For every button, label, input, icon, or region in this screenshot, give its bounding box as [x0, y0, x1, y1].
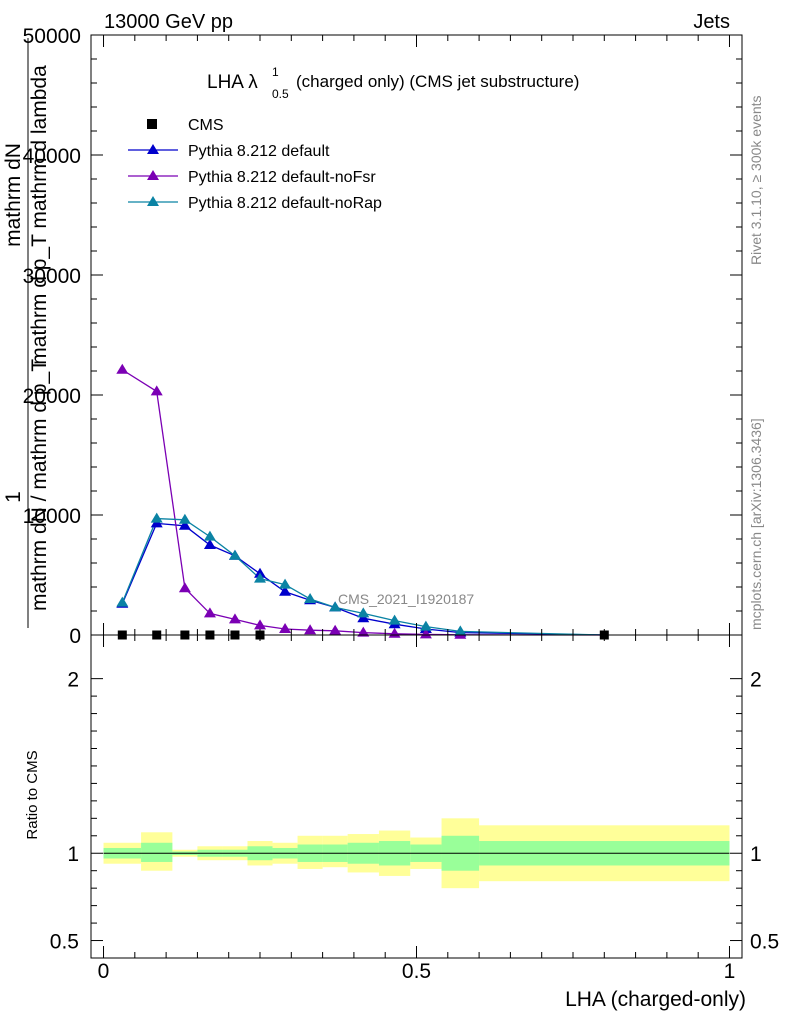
legend-cms-marker [147, 119, 157, 129]
main-ytick-label: 40000 [23, 145, 81, 168]
legend-cms-label: CMS [188, 117, 224, 134]
point-noRap [116, 596, 129, 607]
plot-title-main: LHA λ [207, 72, 258, 93]
main-panel: 0 10000 20000 30000 40000 50000 LHA λ 1 0.5 (… [2, 25, 743, 648]
point-noFsr [329, 624, 342, 635]
ratio-ytick-label: 1 [67, 843, 79, 866]
ylabel-numer: mathrm dN [2, 143, 25, 247]
ylabel-denom: mathrm d p_T mathrm d lambda [28, 65, 51, 365]
point-noFsr [388, 627, 401, 638]
legend-default-marker [147, 144, 159, 154]
x-axis-label: LHA (charged-only) [565, 988, 746, 1011]
point-default [279, 585, 292, 596]
ratio-ytick-label-right: 1 [750, 843, 762, 866]
point-noRap [304, 593, 317, 603]
point-noRap [419, 620, 432, 631]
plot-title-suffix: (charged only) (CMS jet substructure) [296, 72, 579, 91]
legend-norap-label: Pythia 8.212 default-noRap [188, 195, 382, 212]
ratio-ylabel: Ratio to CMS [24, 750, 41, 839]
point-noFsr [178, 582, 191, 593]
point-noRap [178, 513, 191, 524]
x-tick-label: 0.5 [402, 960, 431, 983]
legend-nofsr-marker [147, 170, 159, 180]
point-noFsr [304, 624, 317, 635]
mcplots-label: mcplots.cern.ch [arXiv:1306.3436] [748, 418, 764, 630]
x-tick-label: 1 [724, 960, 736, 983]
plot-title-sub: 0.5 [272, 87, 289, 101]
ylabel-prefix-numer: 1 [2, 491, 25, 503]
ratio-ticks: 0.5 0.5 1 1 2 2 0 0.5 1 [50, 635, 779, 983]
main-ylabel: 1 mathrm dN mathrm dN / mathrm d p_T mat… [2, 38, 51, 628]
point-noFsr [279, 623, 292, 633]
point-noFsr [254, 619, 267, 630]
point-default [178, 519, 191, 530]
main-ytick-label: 20000 [23, 385, 81, 408]
point-noFsr [228, 613, 241, 624]
ratio-panel: 0.5 0.5 1 1 2 2 0 0.5 1 Ratio to CMS LHA (charge… [24, 634, 779, 1011]
energy-label: 13000 GeV pp [104, 11, 233, 33]
main-ytick-label: 0 [69, 625, 81, 648]
plot-title: LHA λ [207, 72, 258, 93]
main-ytick-label: 10000 [23, 505, 81, 528]
point-noRap [388, 614, 401, 625]
point-noRap [228, 549, 241, 560]
jets-label: Jets [693, 11, 730, 33]
point-noFsr [357, 626, 370, 637]
main-ytick-label: 30000 [23, 265, 81, 288]
ratio-ytick-label-right: 2 [750, 669, 762, 692]
main-ytick-label: 50000 [23, 25, 81, 48]
point-noRap [254, 572, 267, 583]
analysis-watermark: CMS_2021_I1920187 [338, 591, 474, 607]
legend: CMS Pythia 8.212 default Pythia 8.212 de… [128, 117, 382, 212]
point-default [203, 539, 216, 549]
series-line-noFsr [121, 369, 605, 636]
ratio-ytick-label: 0.5 [50, 931, 79, 954]
x-tick-label: 0 [98, 960, 110, 983]
ylabel-prefix-denom: mathrm dN / mathrm d p_T [28, 359, 51, 611]
ratio-frame [90, 634, 743, 959]
legend-nofsr-label: Pythia 8.212 default-noFsr [188, 169, 376, 186]
rivet-label: Rivet 3.1.10, ≥ 300k events [748, 95, 764, 265]
ratio-band-inner [141, 842, 173, 862]
ratio-ytick-label-right: 0.5 [750, 931, 779, 954]
main-yticks: 0 10000 20000 30000 40000 50000 [23, 25, 742, 648]
point-noRap [150, 512, 163, 523]
point-noRap [329, 601, 342, 612]
point-noFsr [419, 628, 432, 639]
point-noFsr [116, 363, 129, 374]
legend-default-label: Pythia 8.212 default [188, 143, 330, 160]
point-noFsr [150, 385, 163, 396]
point-noRap [203, 530, 216, 541]
point-noFsr [203, 607, 216, 618]
plot-title-sup: 1 [272, 65, 279, 79]
legend-norap-marker [147, 196, 159, 206]
point-noRap [357, 607, 370, 618]
ratio-ytick-label: 2 [67, 669, 79, 692]
point-noRap [454, 625, 467, 636]
point-noRap [279, 578, 292, 589]
